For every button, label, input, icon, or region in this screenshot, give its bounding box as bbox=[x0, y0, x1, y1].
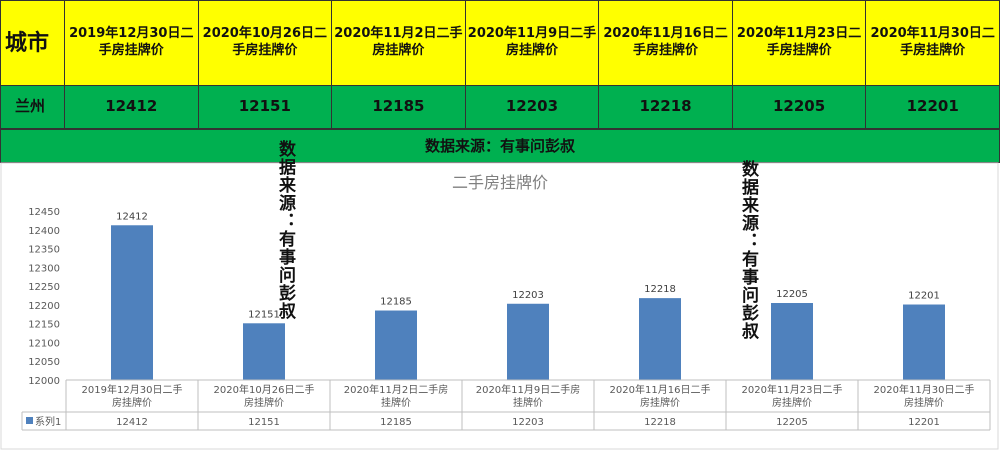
x-tick-label: 2020年11月30日二手房挂牌价 bbox=[874, 383, 975, 409]
header-cell: 2020年11月2日二手房挂牌价 bbox=[331, 0, 466, 86]
city-header: 城市 bbox=[0, 0, 65, 86]
x-tick-label: 2020年11月2日二手房挂牌价 bbox=[344, 383, 449, 409]
y-tick-label: 12200 bbox=[28, 301, 60, 312]
value-cell: 12412 bbox=[64, 85, 199, 129]
data-label: 12412 bbox=[116, 211, 148, 222]
y-tick-label: 12150 bbox=[28, 320, 60, 331]
price-table: 城市 2019年12月30日二手房挂牌价 2020年10月26日二手房挂牌价 2… bbox=[0, 0, 1000, 129]
data-label: 12218 bbox=[644, 284, 676, 295]
watermark-right: 数据来源：有事问彭叔 bbox=[738, 160, 758, 340]
table-value: 12203 bbox=[512, 417, 544, 428]
data-label: 12205 bbox=[776, 289, 808, 300]
value-cell: 12201 bbox=[865, 85, 1000, 129]
y-tick-label: 12100 bbox=[28, 338, 60, 349]
table-header-row: 城市 2019年12月30日二手房挂牌价 2020年10月26日二手房挂牌价 2… bbox=[0, 0, 1000, 86]
y-tick-label: 12400 bbox=[28, 226, 60, 237]
table-value: 12151 bbox=[248, 417, 280, 428]
y-tick-label: 12050 bbox=[28, 357, 60, 368]
header-cell: 2020年10月26日二手房挂牌价 bbox=[197, 0, 333, 86]
data-label: 12203 bbox=[512, 290, 544, 301]
header-cell: 2020年11月30日二手房挂牌价 bbox=[865, 0, 1000, 86]
y-tick-label: 12250 bbox=[28, 282, 60, 293]
header-cell: 2020年11月23日二手房挂牌价 bbox=[731, 0, 867, 86]
chart-title: 二手房挂牌价 bbox=[452, 173, 548, 192]
bar bbox=[639, 298, 681, 380]
table-value: 12218 bbox=[644, 417, 676, 428]
y-tick-label: 12350 bbox=[28, 245, 60, 256]
bar bbox=[111, 225, 153, 380]
watermark-left: 数据来源：有事问彭叔 bbox=[275, 140, 295, 320]
table-value: 12185 bbox=[380, 417, 412, 428]
x-tick-label: 2020年10月26日二手房挂牌价 bbox=[214, 383, 315, 409]
x-tick-label: 2019年12月30日二手房挂牌价 bbox=[82, 383, 183, 409]
y-tick-label: 12450 bbox=[28, 207, 60, 218]
y-tick-label: 12000 bbox=[28, 376, 60, 387]
legend-label: 系列1 bbox=[35, 415, 61, 428]
header-cell: 2020年11月9日二手房挂牌价 bbox=[464, 0, 600, 86]
city-cell: 兰州 bbox=[0, 85, 65, 129]
bar bbox=[903, 304, 945, 380]
table-row: 兰州 12412 12151 12185 12203 12218 12205 1… bbox=[0, 85, 1000, 129]
data-label: 12185 bbox=[380, 297, 412, 308]
value-cell: 12151 bbox=[197, 85, 333, 129]
table-value: 12201 bbox=[908, 417, 940, 428]
x-tick-label: 2020年11月16日二手房挂牌价 bbox=[610, 383, 711, 409]
source-banner: 数据来源：有事问彭叔 bbox=[0, 129, 1000, 163]
value-cell: 12205 bbox=[731, 85, 867, 129]
data-label: 12201 bbox=[908, 291, 940, 302]
value-cell: 12218 bbox=[598, 85, 733, 129]
table-value: 12205 bbox=[776, 417, 808, 428]
bar bbox=[771, 303, 813, 380]
value-cell: 12203 bbox=[464, 85, 600, 129]
legend-swatch bbox=[26, 417, 33, 424]
bar bbox=[507, 303, 549, 380]
bar bbox=[243, 323, 285, 380]
x-tick-label: 2020年11月9日二手房挂牌价 bbox=[476, 383, 581, 409]
bar bbox=[375, 310, 417, 380]
header-cell: 2020年11月16日二手房挂牌价 bbox=[598, 0, 733, 86]
data-label: 12151 bbox=[248, 309, 280, 320]
chart-frame bbox=[0, 162, 999, 450]
value-cell: 12185 bbox=[331, 85, 466, 129]
y-tick-label: 12300 bbox=[28, 263, 60, 274]
table-value: 12412 bbox=[116, 417, 148, 428]
x-tick-label: 2020年11月23日二手房挂牌价 bbox=[742, 383, 843, 409]
bar-chart: 二手房挂牌价 12000 12050 12100 12150 12200 12250 1230… bbox=[0, 162, 999, 450]
header-cell: 2019年12月30日二手房挂牌价 bbox=[64, 0, 199, 86]
